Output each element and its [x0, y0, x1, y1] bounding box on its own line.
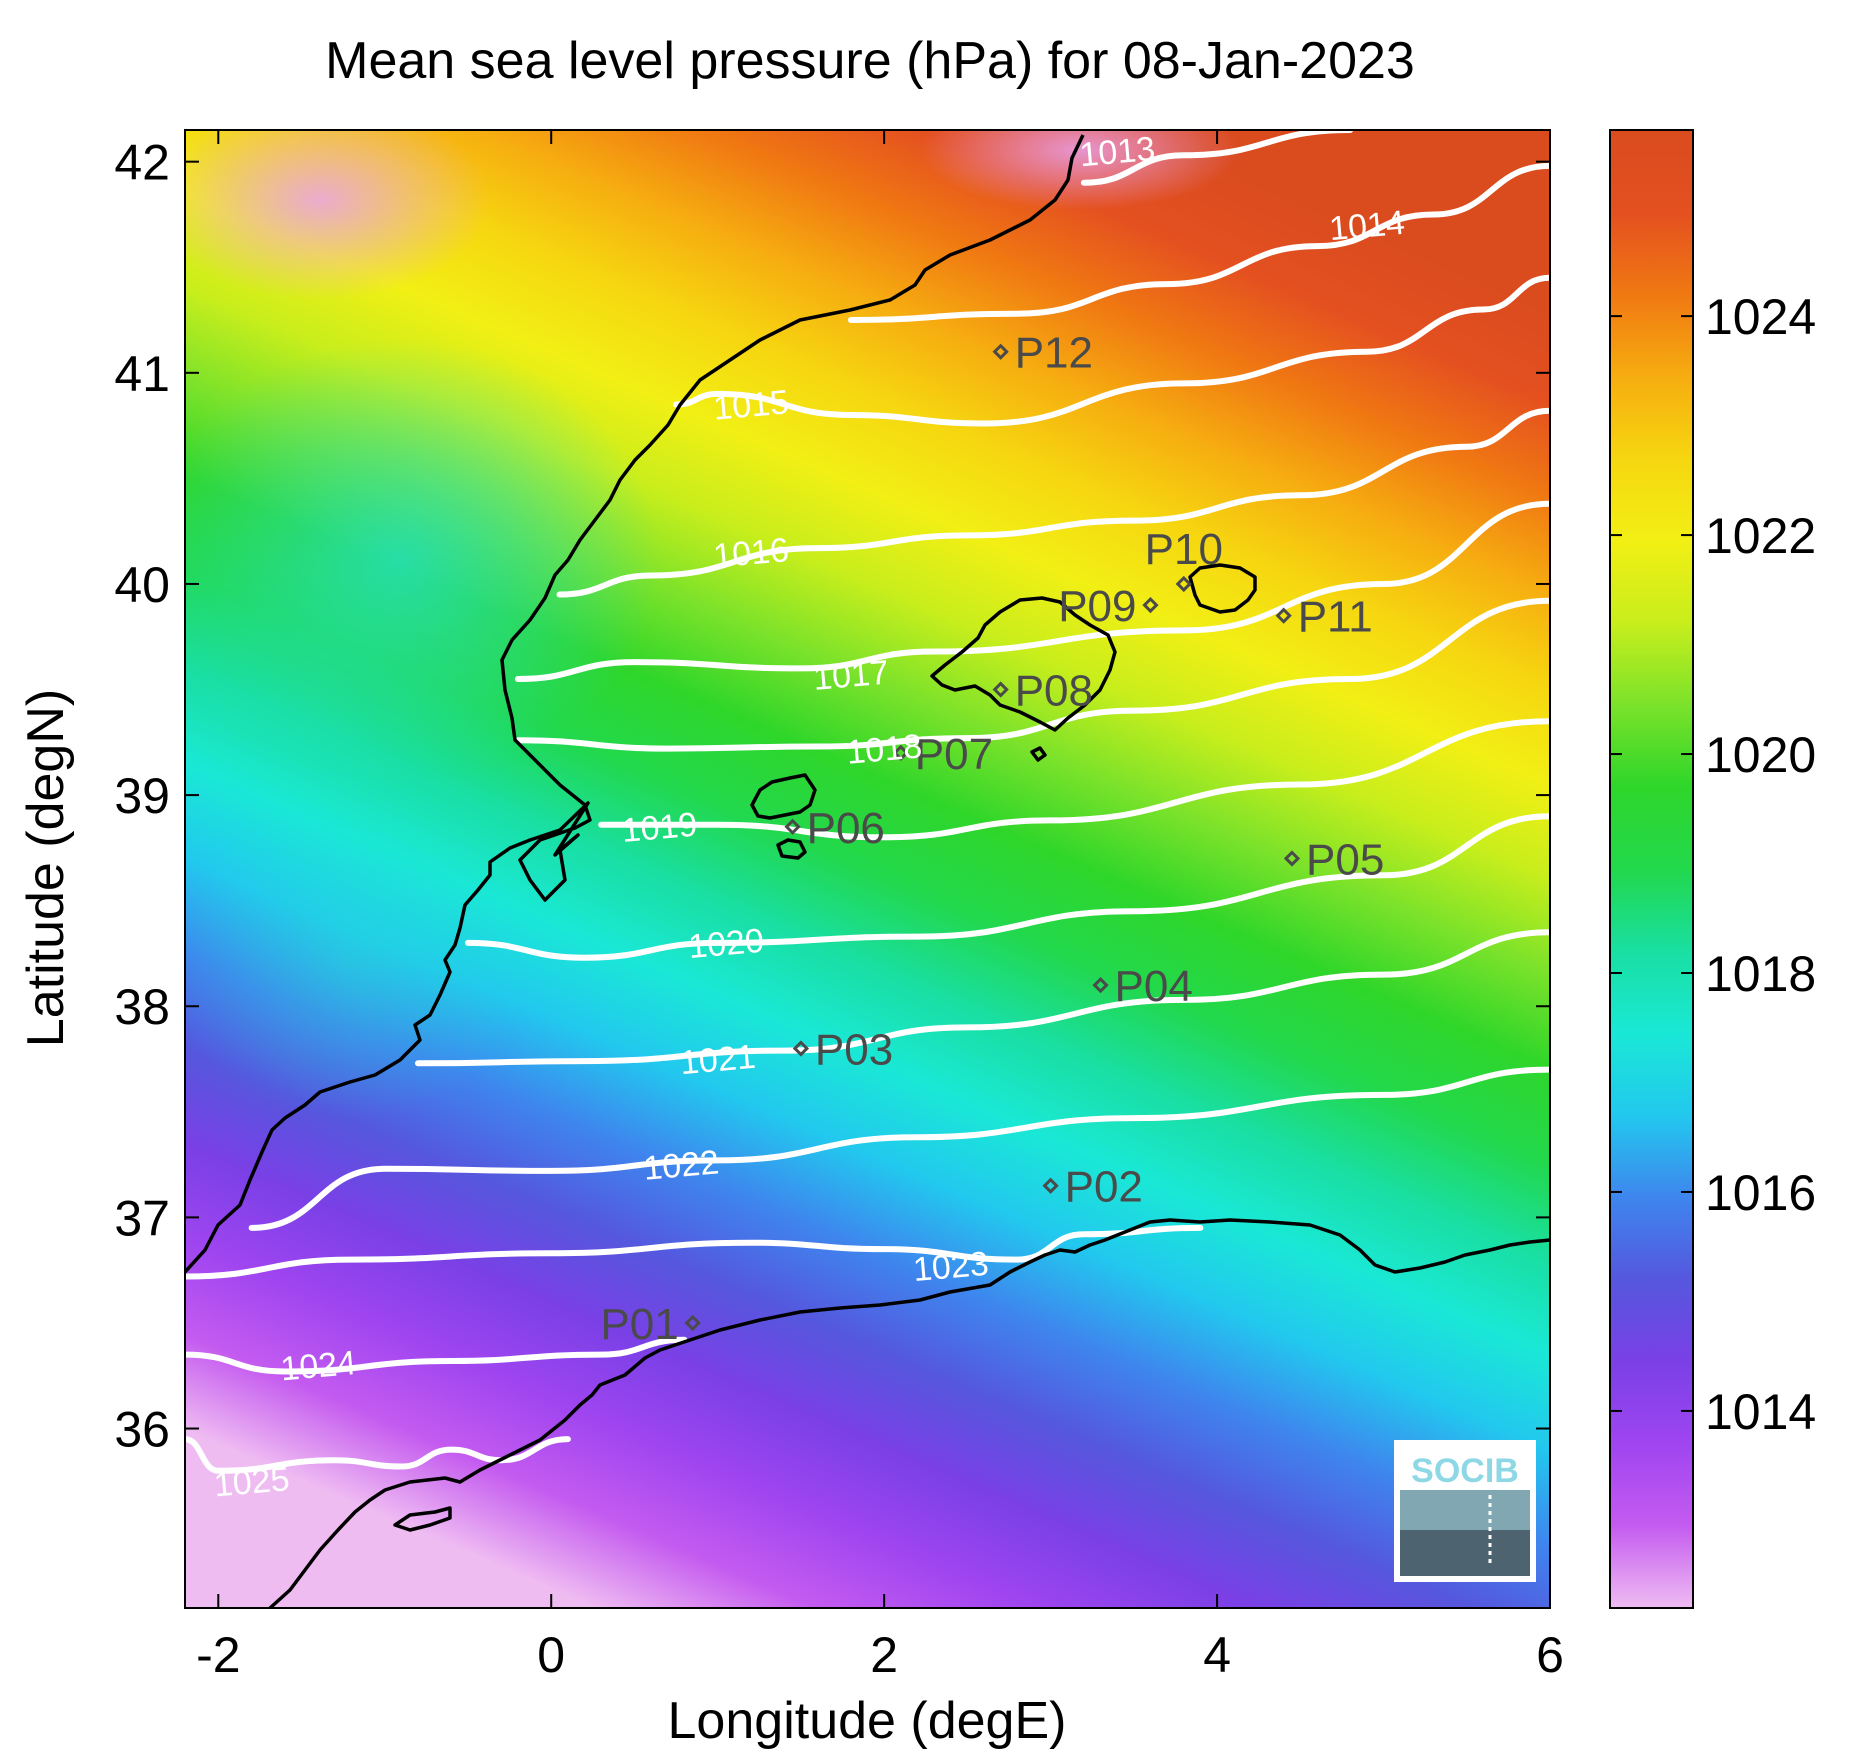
isobar-label-1017: 1017 — [812, 653, 891, 697]
socib-logo-text: SOCIB — [1411, 1452, 1519, 1490]
station-label-p11: P11 — [1298, 593, 1373, 642]
station-marker-p08 — [992, 681, 1009, 698]
isobar-label-1021: 1021 — [678, 1038, 757, 1082]
x-tick-label: 0 — [537, 1627, 565, 1683]
station-marker-p09 — [1142, 596, 1159, 614]
isobar-label-1022: 1022 — [642, 1143, 721, 1187]
coastline-ibiza — [750, 773, 817, 820]
station-marker-p03 — [792, 1040, 810, 1057]
station-marker-p10 — [1175, 575, 1192, 593]
station-marker-p02 — [1042, 1177, 1059, 1194]
station-label-p06: P06 — [807, 804, 885, 853]
isobar-1016 — [556, 407, 1550, 598]
station-label-p12: P12 — [1015, 329, 1093, 378]
isobar-label-1020: 1020 — [687, 922, 766, 966]
isobar-label-1025: 1025 — [212, 1460, 291, 1504]
inland-anomaly-mid — [185, 800, 530, 1120]
x-tick-label: 4 — [1203, 1627, 1231, 1683]
y-tick-label: 40 — [114, 557, 170, 613]
coastline-mallorca — [930, 596, 1117, 732]
station-marker-p05 — [1283, 850, 1301, 867]
isobar-1021 — [415, 929, 1550, 1067]
isobar-1015 — [673, 274, 1550, 427]
colorbar-tick-label: 1018 — [1705, 946, 1816, 1002]
coastlines — [185, 134, 1550, 1608]
isobar-lines — [185, 130, 1550, 1474]
station-label-p07: P07 — [915, 730, 993, 779]
isobar-1017 — [514, 500, 1550, 682]
isobar-label-1013: 1013 — [1078, 130, 1157, 174]
x-tick-label: 2 — [870, 1627, 898, 1683]
station-marker-p07 — [892, 744, 909, 761]
coastline-alboran — [393, 1506, 452, 1532]
x-axis-label: Longitude (degE) — [668, 1692, 1067, 1750]
colorbar-tick-label: 1014 — [1705, 1384, 1816, 1440]
station-marker-p01 — [684, 1314, 701, 1332]
figure-title: Mean sea level pressure (hPa) for 08-Jan… — [325, 32, 1415, 90]
y-axis-label: Latitude (degN) — [17, 689, 75, 1047]
x-tick-label: 6 — [1536, 1627, 1564, 1683]
y-axis-ticks: 36 37 38 39 40 41 42 — [114, 135, 1550, 1458]
isobar-1023 — [185, 1224, 1204, 1280]
station-marker-p12 — [992, 343, 1009, 360]
y-tick-label: 38 — [114, 979, 170, 1035]
colorbar: 1014 1016 1018 1020 1022 1024 — [1609, 129, 1816, 1609]
inland-anomaly-nw — [185, 130, 490, 300]
isobar-label-1024: 1024 — [279, 1344, 358, 1388]
isobar-1013 — [1080, 130, 1354, 186]
colorbar-tick-label: 1022 — [1705, 508, 1816, 564]
colorbar-ticks: 1014 1016 1018 1020 1022 1024 — [1610, 289, 1816, 1440]
isobar-label-1016: 1016 — [712, 531, 791, 575]
colorbar-tick-label: 1024 — [1705, 289, 1816, 345]
station-label-p09: P09 — [1058, 582, 1136, 631]
y-tick-label: 41 — [114, 346, 170, 402]
x-axis-ticks: -2 0 2 4 6 — [196, 130, 1564, 1683]
station-label-p05: P05 — [1306, 835, 1384, 884]
station-label-p08: P08 — [1015, 667, 1093, 716]
y-tick-label: 36 — [114, 1402, 170, 1458]
station-marker-p11 — [1275, 607, 1292, 624]
colorbar-bar — [1609, 129, 1694, 1609]
station-label-p01: P01 — [600, 1300, 678, 1349]
coastline-formentera — [776, 838, 807, 860]
y-tick-label: 39 — [114, 768, 170, 824]
y-tick-label: 37 — [114, 1190, 170, 1246]
station-label-p04: P04 — [1115, 962, 1193, 1011]
plot-frame — [184, 129, 1551, 1609]
isobar-label-1014: 1014 — [1328, 204, 1407, 248]
y-tick-label: 42 — [114, 135, 170, 191]
isobar-1014 — [847, 162, 1550, 323]
station-marker-p06 — [784, 818, 801, 835]
isobar-1018 — [514, 597, 1550, 752]
isobar-label-1018: 1018 — [845, 727, 924, 771]
coastline-africa — [268, 1218, 1550, 1608]
isobar-1020 — [465, 813, 1550, 961]
isobar-label-1015: 1015 — [712, 383, 791, 427]
colorbar-tick-label: 1016 — [1705, 1165, 1816, 1221]
station-label-p03: P03 — [815, 1026, 893, 1075]
isobar-1024 — [185, 1336, 688, 1375]
inland-anomaly-high — [185, 340, 660, 780]
isobar-labels: 1013 1014 1015 1016 1017 1018 1019 1020 1021 1022… — [212, 130, 1406, 1505]
station-label-p02: P02 — [1065, 1163, 1143, 1212]
socib-logo: SOCIB — [1394, 1440, 1536, 1582]
station-marker-p04 — [1092, 977, 1109, 994]
coastline-iberia — [185, 134, 1085, 1274]
station-label-p10: P10 — [1145, 525, 1223, 574]
inland-anomaly-ne — [920, 130, 1240, 210]
isobar-label-1019: 1019 — [620, 806, 699, 850]
colorbar-tick-label: 1020 — [1705, 727, 1816, 783]
isobar-1019 — [598, 718, 1550, 841]
coastline-cabrera — [1030, 746, 1047, 762]
x-tick-label: -2 — [196, 1627, 240, 1683]
isobar-1022 — [248, 1066, 1550, 1231]
coastline-menorca — [1188, 563, 1257, 614]
isobar-label-1023: 1023 — [911, 1245, 990, 1289]
